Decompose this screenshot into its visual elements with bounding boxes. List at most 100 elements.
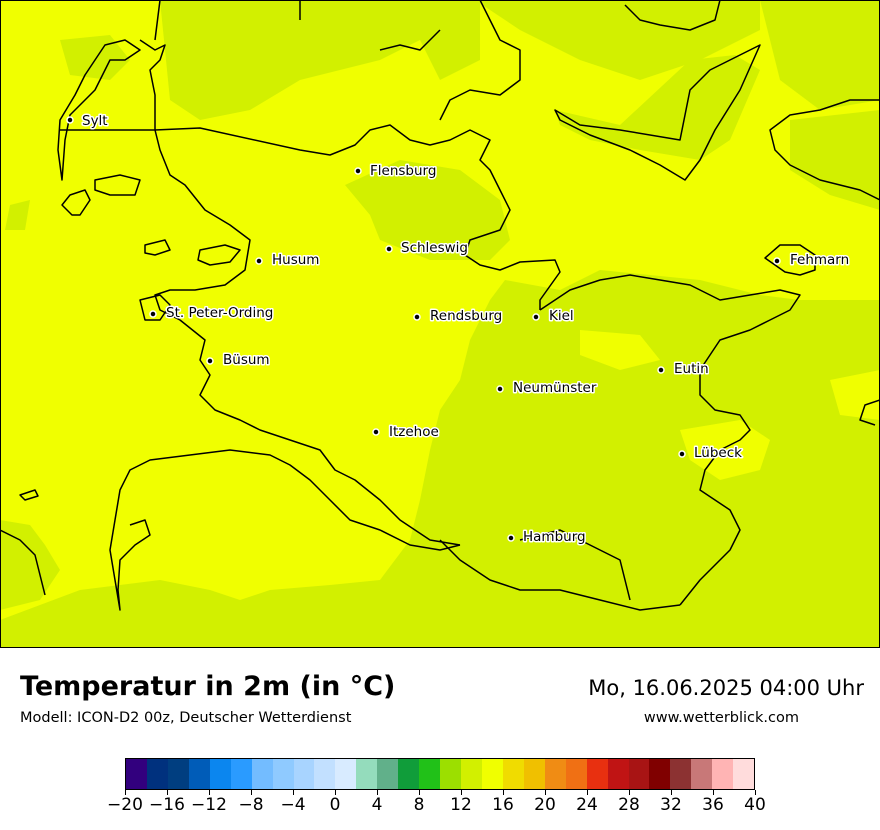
city-dot bbox=[507, 534, 515, 542]
colorbar-cell bbox=[649, 759, 671, 789]
colorbar-tick-label: −20 bbox=[107, 795, 143, 815]
city-label-buesum: Büsum bbox=[223, 352, 270, 368]
city-dot bbox=[413, 313, 421, 321]
colorbar-cell bbox=[126, 759, 147, 789]
colorbar-tick-label: 28 bbox=[618, 795, 640, 815]
colorbar-tick-label: 8 bbox=[413, 795, 425, 815]
city-dot bbox=[66, 116, 74, 124]
colorbar-cell bbox=[377, 759, 399, 789]
colorbar-tick-label: 0 bbox=[329, 795, 341, 815]
city-dot bbox=[149, 310, 157, 318]
city-markers: Sylt Flensburg Schleswig Husum Fehmarn S… bbox=[66, 112, 851, 547]
colorbar-tick bbox=[251, 790, 252, 795]
colorbar-cell bbox=[230, 759, 252, 789]
city-label-st-peter-ording: St. Peter-Ording bbox=[166, 305, 273, 321]
temperature-map: Sylt Flensburg Schleswig Husum Fehmarn S… bbox=[0, 0, 880, 648]
colorbar-tick-label: 12 bbox=[450, 795, 472, 815]
coastlines bbox=[0, 0, 880, 611]
city-dot bbox=[532, 313, 540, 321]
colorbar-cell bbox=[565, 759, 587, 789]
colorbar-cell bbox=[733, 759, 755, 789]
city-dot bbox=[773, 257, 781, 265]
city-dot bbox=[354, 167, 362, 175]
city-dot bbox=[678, 450, 686, 458]
city-label-luebeck: Lübeck bbox=[694, 445, 742, 461]
colorbar-cell bbox=[293, 759, 315, 789]
map-canvas: Sylt Flensburg Schleswig Husum Fehmarn S… bbox=[0, 0, 880, 648]
city-label-fehmarn: Fehmarn bbox=[790, 252, 849, 268]
colorbar-cell bbox=[398, 759, 420, 789]
colorbar-tick-label: 4 bbox=[371, 795, 383, 815]
colorbar-tick bbox=[293, 790, 294, 795]
city-label-eutin: Eutin bbox=[674, 361, 709, 377]
temperature-colorbar bbox=[125, 758, 755, 790]
colorbar-cell bbox=[461, 759, 482, 789]
city-label-husum: Husum bbox=[272, 252, 319, 268]
colorbar-cell bbox=[523, 759, 545, 789]
colorbar-tick-label: −12 bbox=[191, 795, 227, 815]
city-dot bbox=[385, 245, 393, 253]
city-label-hamburg: Hamburg bbox=[523, 529, 586, 545]
colorbar-cell bbox=[251, 759, 273, 789]
colorbar-cell bbox=[481, 759, 503, 789]
city-dot bbox=[496, 385, 504, 393]
colorbar-cell bbox=[670, 759, 692, 789]
colorbar-cell bbox=[272, 759, 294, 789]
city-label-flensburg: Flensburg bbox=[370, 163, 436, 179]
forecast-datetime: Mo, 16.06.2025 04:00 Uhr bbox=[588, 676, 864, 700]
colorbar-tick bbox=[713, 790, 714, 795]
colorbar-tick-label: 16 bbox=[492, 795, 514, 815]
colorbar-tick bbox=[545, 790, 546, 795]
colorbar-tick-label: −4 bbox=[280, 795, 306, 815]
city-dot bbox=[372, 428, 380, 436]
map-title: Temperatur in 2m (in °C) bbox=[20, 671, 396, 702]
city-label-rendsburg: Rendsburg bbox=[430, 308, 502, 324]
colorbar-cell bbox=[419, 759, 441, 789]
city-label-itzehoe: Itzehoe bbox=[389, 424, 439, 440]
colorbar-tick-label: −8 bbox=[238, 795, 264, 815]
colorbar-tick-label: 24 bbox=[576, 795, 598, 815]
sylt-island bbox=[57, 39, 141, 181]
city-dot bbox=[255, 257, 263, 265]
colorbar-cell bbox=[356, 759, 378, 789]
city-dot bbox=[657, 366, 665, 374]
colorbar-tick bbox=[671, 790, 672, 795]
cool-zones bbox=[0, 0, 880, 648]
colorbar-cell bbox=[314, 759, 336, 789]
city-label-schleswig: Schleswig bbox=[401, 240, 468, 256]
colorbar-tick bbox=[755, 790, 756, 795]
city-label-neumuenster: Neumünster bbox=[513, 380, 597, 396]
colorbar-cell bbox=[335, 759, 357, 789]
colorbar-tick-label: 40 bbox=[744, 795, 766, 815]
colorbar-cell bbox=[502, 759, 524, 789]
city-dot bbox=[206, 357, 214, 365]
colorbar-tick bbox=[629, 790, 630, 795]
colorbar-tick-label: 36 bbox=[702, 795, 724, 815]
colorbar-cell bbox=[209, 759, 231, 789]
colorbar-tick bbox=[209, 790, 210, 795]
warm-pockets bbox=[580, 330, 880, 480]
colorbar-tick bbox=[377, 790, 378, 795]
colorbar-cell bbox=[544, 759, 566, 789]
colorbar-cell bbox=[586, 759, 608, 789]
colorbar-cell bbox=[167, 759, 189, 789]
colorbar-tick bbox=[503, 790, 504, 795]
colorbar-cell bbox=[712, 759, 734, 789]
colorbar-tick bbox=[125, 790, 126, 795]
city-label-sylt: Sylt bbox=[82, 113, 108, 129]
website-url: www.wetterblick.com bbox=[643, 710, 799, 726]
colorbar-tick-label: 32 bbox=[660, 795, 682, 815]
colorbar-cell bbox=[628, 759, 650, 789]
colorbar-cell bbox=[607, 759, 629, 789]
colorbar-tick bbox=[335, 790, 336, 795]
colorbar-cell bbox=[146, 759, 168, 789]
colorbar-cell bbox=[188, 759, 210, 789]
colorbar-tick-label: 20 bbox=[534, 795, 556, 815]
colorbar-ticks: −20 −16 −12 −8 −4 0 4 8 12 16 20 24 28 32 36 40 bbox=[107, 790, 766, 820]
model-source: Modell: ICON-D2 00z, Deutscher Wetterdie… bbox=[20, 710, 352, 726]
colorbar-tick-label: −16 bbox=[149, 795, 185, 815]
colorbar-tick bbox=[461, 790, 462, 795]
colorbar-cell bbox=[440, 759, 461, 789]
city-label-kiel: Kiel bbox=[549, 308, 574, 324]
colorbar-tick bbox=[587, 790, 588, 795]
